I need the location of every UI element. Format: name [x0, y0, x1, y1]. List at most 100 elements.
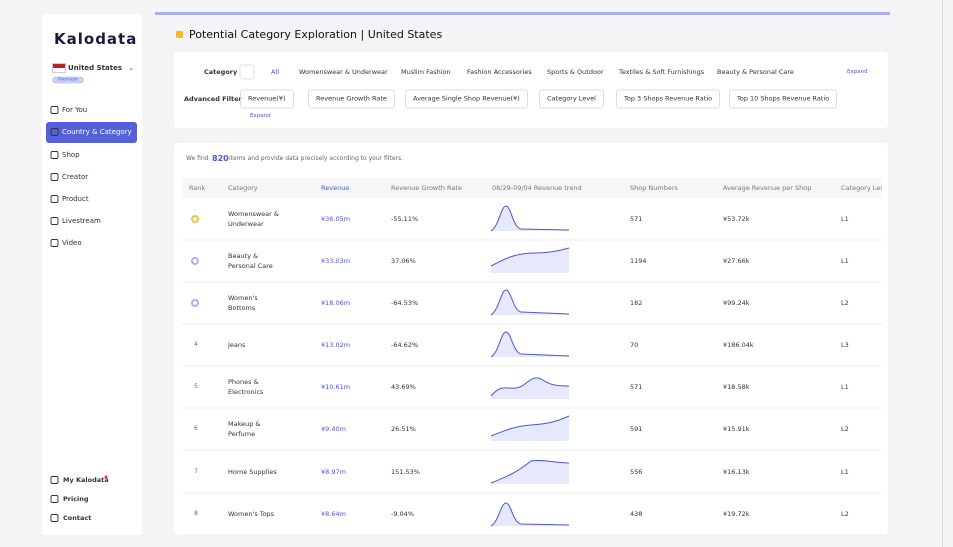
logo: Kalodata	[54, 30, 138, 48]
category-name[interactable]: Jeans	[228, 341, 246, 349]
revenue: ¥33.03m	[321, 257, 351, 265]
category-option[interactable]: Textiles & Soft Furnishings	[619, 68, 705, 76]
rank-medal-inner	[193, 259, 197, 263]
column-header[interactable]: Category Level	[841, 184, 882, 192]
avg-revenue: ¥53.72k	[723, 215, 750, 223]
nav-bottom-item[interactable]: Contact	[63, 514, 92, 522]
nav-bottom-item[interactable]: My Kalodata	[63, 476, 109, 484]
trend-line	[490, 459, 570, 484]
trend-line	[490, 331, 570, 358]
category-option[interactable]: All	[271, 68, 280, 76]
rank: 6	[194, 425, 198, 432]
category-option[interactable]: Beauty & Personal Care	[717, 68, 794, 76]
trend-line	[490, 377, 570, 397]
nav-icon	[50, 151, 59, 159]
filter-label: Category	[204, 68, 238, 76]
nav-icon	[50, 495, 59, 503]
rank: 7	[194, 468, 198, 475]
revenue: ¥13.02m	[321, 341, 351, 349]
rank-medal-inner	[193, 217, 197, 221]
column-header[interactable]: Revenue	[321, 184, 350, 192]
flag-icon	[52, 63, 66, 73]
category-level: L1	[841, 383, 849, 391]
rank: 8	[194, 510, 198, 517]
category-level: L1	[841, 257, 849, 265]
category-option[interactable]: Womenswear & Underwear	[299, 68, 388, 76]
category-level: L3	[841, 341, 849, 349]
avg-revenue: ¥19.72k	[723, 510, 750, 518]
nav-icon	[50, 239, 59, 247]
category-name[interactable]: Makeup & Perfume	[228, 420, 261, 438]
sidebar	[42, 14, 142, 535]
nav-icon	[50, 106, 59, 114]
summary-prefix: We find	[186, 155, 209, 162]
expand-link[interactable]: Expand	[847, 69, 868, 75]
rank: 4	[194, 341, 198, 348]
top-accent	[155, 12, 890, 15]
avg-revenue: ¥27.66k	[723, 257, 750, 265]
growth-rate: -9.04%	[391, 510, 414, 518]
avg-revenue: ¥16.13k	[723, 468, 750, 476]
shop-numbers: 556	[630, 468, 643, 476]
nav-item[interactable]: Livestream	[62, 217, 101, 225]
shop-numbers: 438	[630, 510, 643, 518]
region[interactable]: United States	[68, 64, 122, 72]
nav-item[interactable]: Shop	[62, 151, 80, 159]
filter-dropdown[interactable]: Category Level	[539, 89, 604, 109]
filter-dropdown[interactable]: Average Single Shop Revenue(¥)	[405, 89, 528, 109]
advanced-label: Advanced Filter	[184, 95, 242, 103]
nav-bottom-item[interactable]: Pricing	[63, 495, 89, 503]
growth-rate: 151.53%	[391, 468, 420, 476]
nav-item[interactable]: Video	[62, 239, 82, 247]
caret: ⌄	[128, 64, 134, 72]
nav-item[interactable]: Creator	[62, 173, 89, 181]
avg-revenue: ¥99.24k	[723, 299, 750, 307]
growth-rate: 43.69%	[391, 383, 416, 391]
category-name[interactable]: Beauty & Personal Care	[228, 252, 273, 270]
column-header[interactable]: Average Revenue per Shop	[723, 184, 812, 192]
filter-dropdown[interactable]: Top 3 Shops Revenue Ratio	[616, 89, 721, 109]
nav-item[interactable]: For You	[62, 106, 88, 114]
nav-icon	[50, 217, 59, 225]
filter-dropdown[interactable]: Top 10 Shops Revenue Ratio	[729, 89, 838, 109]
nav-icon	[50, 476, 59, 484]
category-level: L1	[841, 215, 849, 223]
category-name[interactable]: Women's Tops	[228, 510, 275, 518]
column-header[interactable]: Revenue Growth Rate	[391, 184, 462, 192]
category-option[interactable]: Muslim Fashion	[401, 68, 451, 76]
trend-line	[490, 205, 570, 232]
summary-suffix: items and provide data precisely accordi…	[229, 155, 404, 162]
column-header[interactable]: Shop Numbers	[630, 184, 678, 192]
revenue: ¥8.64m	[321, 510, 346, 518]
category-name[interactable]: Phones & Electronics	[228, 378, 264, 396]
column-header: 08/29-09/04 Revenue trend	[492, 184, 582, 192]
category-option[interactable]: Sports & Outdoor	[547, 68, 604, 76]
category-name[interactable]: Home Supplies	[228, 468, 277, 476]
nav-item[interactable]: Country & Category	[62, 128, 132, 136]
nav-active-bg[interactable]	[46, 122, 137, 143]
category-option[interactable]: Fashion Accessories	[467, 68, 532, 76]
trend-line	[490, 415, 570, 437]
category-name[interactable]: Women's Bottoms	[228, 294, 258, 312]
revenue: ¥8.97m	[321, 468, 346, 476]
nav-item[interactable]: Product	[62, 195, 89, 203]
title-marker	[176, 31, 183, 38]
shop-numbers: 182	[630, 299, 643, 307]
notification-dot	[104, 475, 108, 479]
avg-revenue: ¥15.91k	[723, 425, 750, 433]
trend-area	[491, 460, 569, 484]
advanced-expand-link[interactable]: Expand	[250, 113, 271, 119]
growth-rate: 26.51%	[391, 425, 416, 433]
filter-dropdown[interactable]: Revenue(¥)	[240, 89, 294, 109]
growth-rate: 37.06%	[391, 257, 416, 265]
shop-numbers: 591	[630, 425, 643, 433]
filter-dropdown[interactable]: Revenue Growth Rate	[308, 89, 395, 109]
category-name[interactable]: Womenswear & Underwear	[228, 210, 279, 228]
shop-numbers: 571	[630, 383, 643, 391]
summary-count: 820	[212, 154, 229, 163]
category-level: L2	[841, 510, 849, 518]
trend-area	[491, 377, 569, 399]
rank: 5	[194, 383, 198, 390]
avg-revenue: ¥18.58k	[723, 383, 750, 391]
